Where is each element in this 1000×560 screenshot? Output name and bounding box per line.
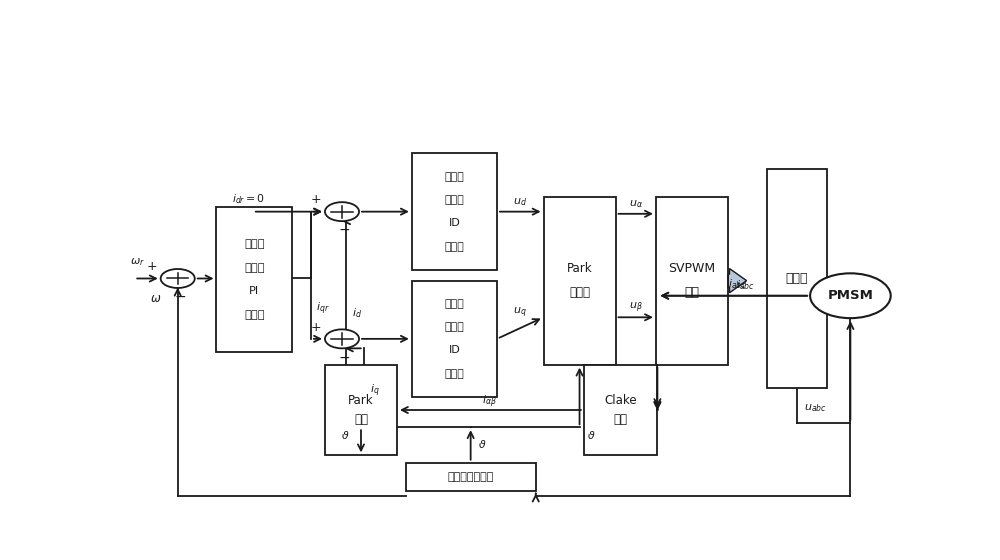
Bar (584, 365, 657, 455)
Text: $i_{qr}$: $i_{qr}$ (316, 301, 329, 317)
Bar (412, 153, 497, 270)
Text: $\vartheta$: $\vartheta$ (587, 429, 596, 441)
Bar (767, 169, 827, 389)
Text: $u_q$: $u_q$ (513, 306, 527, 320)
Text: 分数阶: 分数阶 (444, 322, 464, 332)
Circle shape (161, 269, 195, 288)
Bar (544, 197, 616, 365)
Text: 变换: 变换 (614, 413, 628, 426)
Text: 电流环: 电流环 (444, 172, 464, 182)
Circle shape (325, 202, 359, 221)
Text: PMSM: PMSM (827, 289, 873, 302)
Text: $i_d$: $i_d$ (352, 306, 362, 320)
Text: 电流环: 电流环 (444, 299, 464, 309)
Circle shape (810, 273, 891, 318)
Text: 控制器: 控制器 (244, 310, 265, 320)
Text: 分数阶: 分数阶 (444, 195, 464, 205)
Text: $\vartheta$: $\vartheta$ (341, 429, 349, 441)
Text: $i_q$: $i_q$ (370, 382, 380, 399)
Text: 控制器: 控制器 (444, 369, 464, 379)
Text: 转速环: 转速环 (244, 239, 265, 249)
Text: $i_{abc}$: $i_{abc}$ (728, 277, 747, 291)
Text: 分数阶: 分数阶 (244, 263, 265, 273)
Text: 转速、位置检测: 转速、位置检测 (447, 472, 494, 482)
Text: $i_{dr}=0$: $i_{dr}=0$ (232, 193, 265, 207)
Text: $u_d$: $u_d$ (513, 196, 527, 208)
Text: $\omega$: $\omega$ (150, 292, 162, 305)
Text: Clake: Clake (604, 394, 637, 408)
Text: +: + (310, 321, 321, 334)
Text: SVPWM: SVPWM (668, 262, 715, 276)
Text: Park: Park (567, 262, 592, 276)
Text: $u_\beta$: $u_\beta$ (629, 301, 643, 315)
Text: Park: Park (348, 394, 374, 408)
Text: 控制器: 控制器 (444, 241, 464, 251)
Text: ID: ID (448, 218, 460, 228)
Text: $i_{\alpha\beta}$: $i_{\alpha\beta}$ (482, 393, 497, 409)
Text: −: − (174, 290, 186, 304)
Text: 逆变器: 逆变器 (786, 272, 808, 285)
Text: ID: ID (448, 346, 460, 356)
Bar (406, 463, 536, 491)
Text: $u_{abc}$: $u_{abc}$ (804, 402, 827, 414)
Text: 逆变换: 逆变换 (569, 286, 590, 299)
Text: $i_{abc}$: $i_{abc}$ (736, 278, 754, 292)
Text: PI: PI (249, 286, 260, 296)
Text: −: − (339, 223, 350, 237)
Text: $\vartheta$: $\vartheta$ (478, 437, 487, 450)
Circle shape (325, 329, 359, 348)
Text: 变换: 变换 (354, 413, 368, 426)
Bar (216, 207, 292, 352)
Bar (412, 281, 497, 397)
Text: 算法: 算法 (684, 286, 699, 299)
Text: $u_\alpha$: $u_\alpha$ (629, 198, 643, 210)
Text: +: + (310, 193, 321, 207)
Text: $\omega_r$: $\omega_r$ (130, 256, 145, 268)
Text: +: + (146, 260, 157, 273)
Bar (656, 197, 728, 365)
Bar (325, 365, 397, 455)
Text: −: − (339, 351, 350, 365)
FancyArrow shape (728, 269, 747, 293)
